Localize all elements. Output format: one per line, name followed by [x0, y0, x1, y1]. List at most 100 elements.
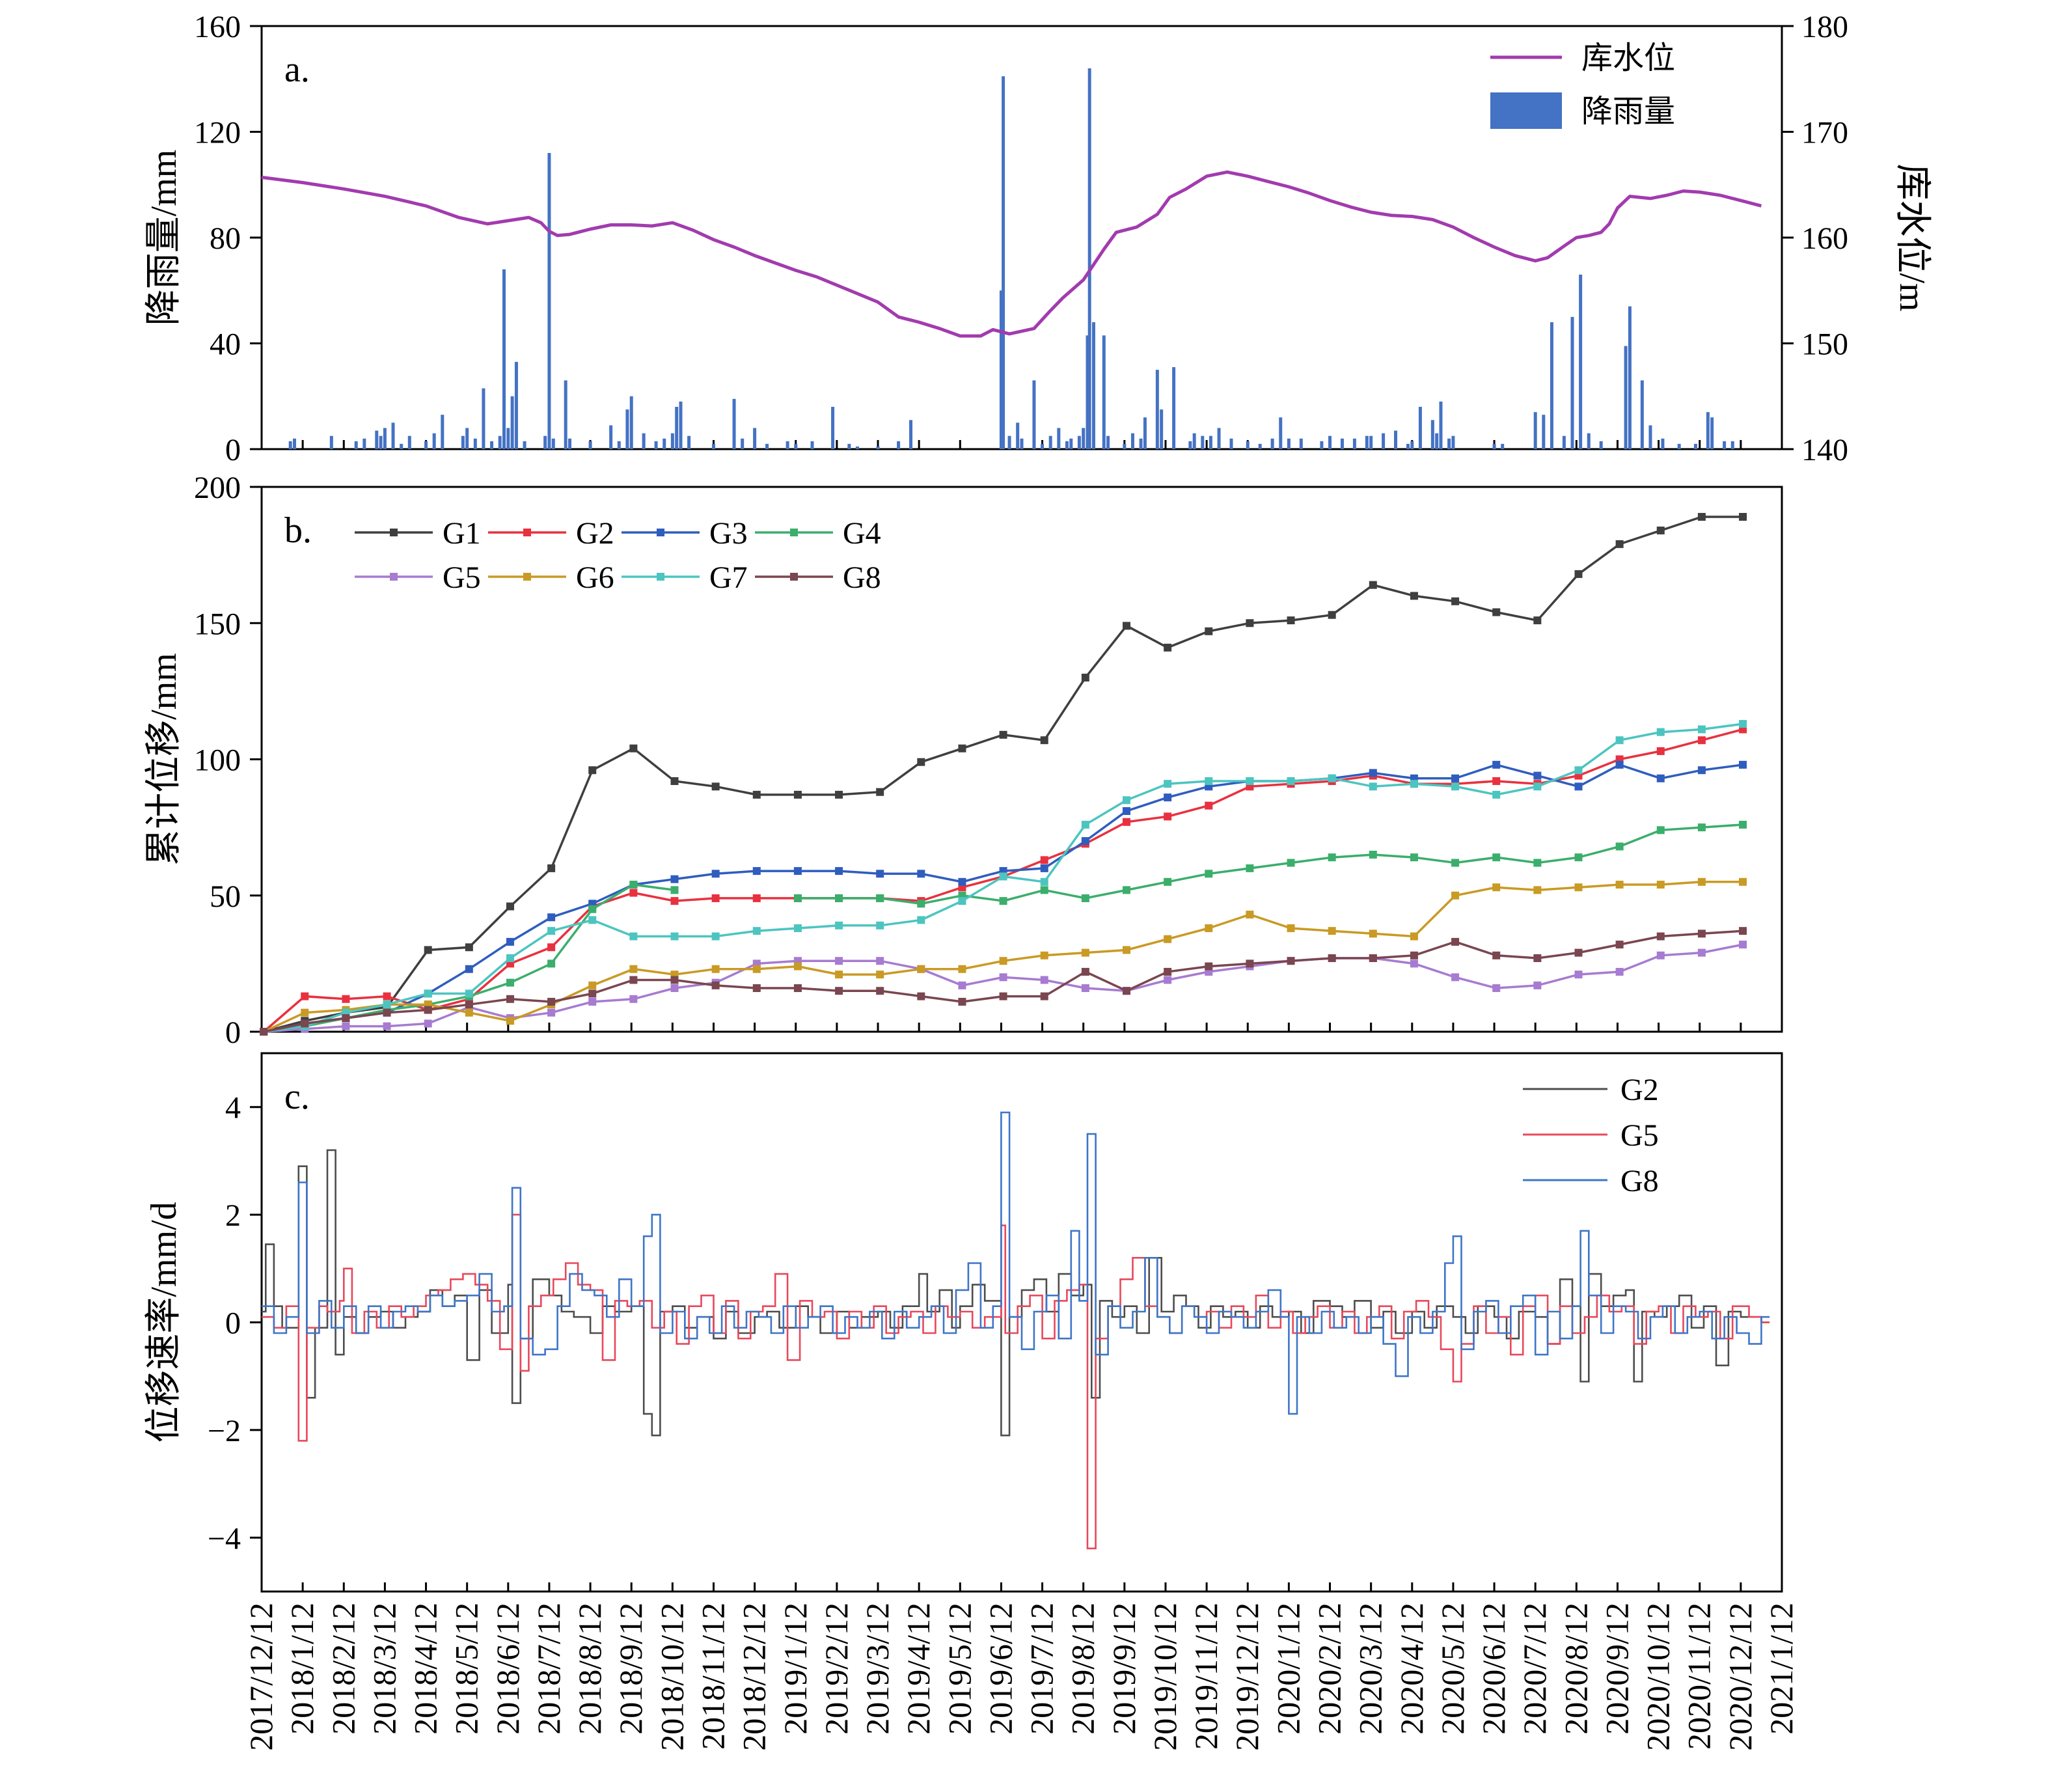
series-g4-marker: [1533, 859, 1542, 867]
rainfall-bar: [1439, 401, 1443, 449]
series-g2-marker: [1122, 818, 1130, 826]
series-g6-marker: [1451, 891, 1460, 900]
series-g7-marker: [999, 872, 1007, 881]
series-g8-marker: [547, 997, 556, 1006]
series-g6-marker: [1369, 930, 1377, 938]
series-g4-marker: [1205, 870, 1213, 878]
rainfall-bar: [1430, 420, 1434, 449]
series-g5-marker: [1656, 951, 1665, 959]
series-g4-marker: [1328, 853, 1336, 862]
series-g4-marker: [1040, 886, 1048, 894]
series-g6-marker: [1040, 951, 1048, 959]
series-g6-marker: [1533, 886, 1542, 894]
rainfall-bar: [1628, 306, 1632, 449]
rainfall-bar: [847, 443, 851, 449]
series-g7-marker: [1369, 782, 1377, 791]
rainfall-bar: [354, 441, 358, 449]
series-g7-marker: [835, 921, 843, 930]
series-g7-marker: [917, 916, 925, 924]
series-g3-marker: [547, 913, 556, 922]
series-g1-marker: [711, 782, 720, 791]
series-g1-marker: [999, 730, 1007, 739]
series-g3-marker: [876, 870, 884, 878]
panel-a-ytick-label: 120: [194, 116, 241, 150]
series-g8-marker: [1697, 930, 1706, 938]
rainfall-bar: [1209, 435, 1212, 449]
series-g1-marker: [1574, 570, 1583, 578]
x-tick-label: 2019/7/12: [1024, 1603, 1060, 1735]
x-tick-label: 2018/7/12: [530, 1603, 567, 1735]
series-g4-marker: [876, 894, 884, 902]
series-g7-marker: [1451, 782, 1460, 791]
x-tick-label: 2018/9/12: [612, 1603, 649, 1735]
rainfall-bar: [1082, 428, 1086, 449]
legend-g2-marker: [523, 529, 531, 536]
series-g1-marker: [1739, 513, 1747, 521]
series-g3-marker: [1122, 807, 1130, 816]
rainfall-bar: [510, 396, 514, 449]
series-g3-marker: [917, 870, 925, 878]
series-g8-marker: [342, 1014, 350, 1023]
series-g1-line: [263, 516, 1743, 1033]
series-g4-marker: [629, 881, 638, 889]
rainfall-bar: [1451, 435, 1455, 449]
series-g2-marker: [301, 992, 309, 1000]
panel-a-ytick-label: 0: [225, 433, 241, 467]
series-g3-marker: [752, 867, 761, 875]
rainfall-bar: [1587, 433, 1591, 449]
rainfall-bar: [1706, 412, 1710, 449]
series-g6-marker: [588, 981, 597, 989]
series-g2-marker: [1492, 777, 1501, 785]
series-g7-marker: [1739, 720, 1747, 728]
rainfall-bar: [1087, 68, 1091, 449]
series-g6-marker: [1697, 877, 1706, 886]
panel-b-ylabel: 累计位移/mm: [144, 653, 184, 866]
x-tick-label: 2018/11/12: [695, 1603, 731, 1750]
rainfall-bar: [432, 433, 436, 449]
legend-g6-marker: [523, 573, 531, 581]
series-g8-marker: [1246, 959, 1254, 968]
series-g6-marker: [958, 965, 966, 973]
panel-a-ytick-label: 40: [210, 327, 241, 362]
rainfall-bar: [625, 409, 629, 449]
series-g7-marker: [1697, 725, 1706, 734]
series-g1-marker: [588, 766, 597, 775]
series-g1-marker: [1533, 616, 1542, 625]
rainfall-bar: [670, 433, 674, 449]
series-g7-marker: [1287, 777, 1295, 785]
rainfall-bar: [1002, 76, 1005, 449]
rainfall-bar: [654, 441, 658, 449]
series-g7-marker: [1205, 777, 1213, 785]
series-g1-marker: [547, 864, 556, 872]
panel-a-y2tick-label: 140: [1801, 433, 1848, 467]
series-g8-marker: [1574, 948, 1583, 957]
series-g3-marker: [958, 877, 966, 886]
series-g8-marker: [1615, 941, 1624, 949]
series-g4-marker: [917, 900, 925, 908]
rainfall-bar: [441, 415, 444, 449]
panel-a-y2tick-label: 170: [1801, 116, 1848, 150]
series-g1-marker: [1615, 540, 1624, 548]
legend-g8-marker: [790, 573, 798, 581]
rainfall-bar: [424, 441, 428, 449]
series-g6-marker: [506, 1017, 514, 1025]
series-g5-marker: [1451, 973, 1460, 982]
x-tick-label: 2020/4/12: [1393, 1603, 1430, 1735]
series-g4-marker: [793, 894, 802, 902]
rainfall-bar: [1562, 435, 1566, 449]
series-g6-marker: [793, 962, 802, 971]
series-g8-marker: [752, 984, 761, 993]
rainfall-bar: [1406, 443, 1410, 449]
rainfall-bar: [588, 441, 592, 449]
series-g7-marker: [1574, 766, 1583, 775]
series-g4-marker: [1410, 853, 1418, 862]
series-g8-rate-line: [262, 1111, 1770, 1415]
series-g8-marker: [465, 1000, 473, 1009]
legend-rate-g8-label: G8: [1620, 1164, 1659, 1198]
panel-a-label: a.: [284, 49, 310, 90]
series-g5-marker: [588, 997, 597, 1006]
rainfall-bar: [1258, 443, 1262, 449]
series-g1-marker: [506, 902, 514, 911]
series-g7-marker: [752, 927, 761, 935]
series-g1-marker: [793, 790, 802, 799]
